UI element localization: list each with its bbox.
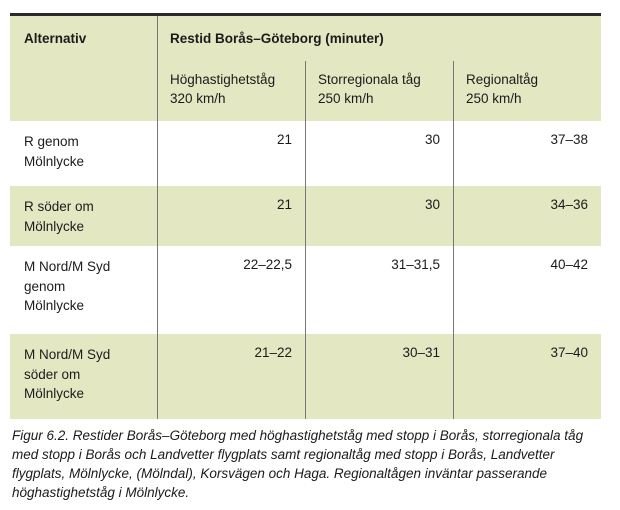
row-label: M Nord/M Syd genom Mölnlycke [10,246,158,334]
row-label: M Nord/M Syd söder om Mölnlycke [10,334,158,419]
subheader-row: Höghastighetståg 320 km/h Storregionala … [158,61,601,121]
table-header-right: Restid Borås–Göteborg (minuter) Höghasti… [158,16,601,121]
value-hoghastighetstag: 21 [276,197,292,212]
value-regionaltag: 37–40 [453,334,601,419]
subheader-hoghastighetstag: Höghastighetståg 320 km/h [170,72,276,106]
value-storregionala: 30 [305,186,453,246]
spanning-column-title: Restid Borås–Göteborg (minuter) [170,31,384,46]
value-regionaltag: 37–38 [453,121,601,186]
subheader-regionaltag: Regionaltåg 250 km/h [453,61,601,121]
value-hoghastighetstag: 22–22,5 [243,257,292,272]
value-hoghastighetstag: 21–22 [254,345,292,360]
value-storregionala: 30 [305,121,453,186]
column-header-alternativ: Alternativ [10,16,158,121]
value-regionaltag: 34–36 [453,186,601,246]
value-hoghastighetstag: 21 [276,132,292,147]
value-storregionala: 30–31 [305,334,453,419]
subheader-storregionala: Storregionala tåg 250 km/h [305,61,453,121]
row-label: R genom Mölnlycke [10,121,158,186]
table-row: M Nord/M Syd söder om Mölnlycke 21–22 30… [10,334,601,419]
table-row: R söder om Mölnlycke 21 30 34–36 [10,186,601,246]
value-storregionala: 31–31,5 [305,246,453,334]
table-header-row: Alternativ Restid Borås–Göteborg (minute… [10,16,601,121]
figure-caption: Figur 6.2. Restider Borås–Göteborg med h… [12,428,584,500]
value-regionaltag: 40–42 [453,246,601,334]
table-row: R genom Mölnlycke 21 30 37–38 [10,121,601,186]
travel-time-table: Alternativ Restid Borås–Göteborg (minute… [10,13,601,419]
table-row: M Nord/M Syd genom Mölnlycke 22–22,5 31–… [10,246,601,334]
row-label: R söder om Mölnlycke [10,186,158,246]
